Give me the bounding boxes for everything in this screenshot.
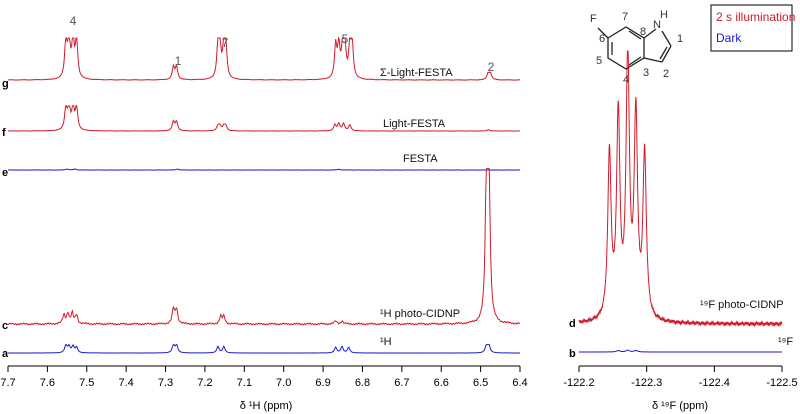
spectrum-trace-c bbox=[7, 168, 521, 326]
row-letters: g f e c a d b bbox=[2, 78, 576, 360]
ring-bond-c2-c3 bbox=[643, 57, 663, 63]
trace-label-f19: ¹⁹F bbox=[778, 336, 793, 348]
f19-spectra bbox=[578, 50, 783, 353]
peak-label-1: 1 bbox=[175, 54, 182, 68]
ring-bond-c8-n bbox=[643, 28, 657, 39]
trace-label-h1: ¹H bbox=[380, 336, 392, 348]
locant-8: 8 bbox=[640, 26, 646, 38]
tick-label: 6.8 bbox=[355, 377, 370, 389]
atom-h: H bbox=[660, 9, 668, 21]
peak-label-7: 7 bbox=[222, 36, 229, 50]
row-letter-a: a bbox=[2, 348, 9, 360]
h1-ticks: 7.7 7.6 7.5 7.4 7.3 7.2 7.1 7.0 6.9 6.8 6.7 6.6 6.5 6… bbox=[0, 366, 528, 389]
spectrum-trace-a bbox=[7, 343, 521, 354]
tick-label: -122.2 bbox=[563, 377, 594, 389]
trace-label-festa: FESTA bbox=[403, 153, 438, 165]
legend-dark: Dark bbox=[716, 31, 742, 45]
atom-n: N bbox=[653, 19, 661, 31]
spectrum-trace-b bbox=[578, 349, 783, 353]
f19-axis-title: δ ¹⁹F (ppm) bbox=[652, 400, 708, 412]
locant-4: 4 bbox=[623, 74, 629, 86]
locant-7: 7 bbox=[622, 11, 628, 23]
tick-label: -122.4 bbox=[699, 377, 730, 389]
spectrum-trace-g bbox=[7, 36, 520, 81]
tick-label: 6.4 bbox=[512, 377, 527, 389]
bond-c6-f bbox=[597, 27, 609, 39]
ring-double-bond-c1-c2 bbox=[659, 46, 668, 60]
trace-label-h1-photo-cidnp: ¹H photo-CIDNP bbox=[380, 308, 460, 320]
tick-label: 6.9 bbox=[315, 377, 330, 389]
spectrum-trace-e bbox=[7, 168, 521, 171]
legend-box bbox=[710, 4, 793, 52]
trace-label-f19-photo-cidnp: ¹⁹F photo-CIDNP bbox=[700, 299, 784, 311]
tick-label: 7.6 bbox=[40, 377, 55, 389]
ring-bond-n-c1 bbox=[661, 30, 672, 47]
atom-f: F bbox=[590, 13, 597, 25]
row-letter-f: f bbox=[2, 127, 6, 139]
tick-label: 7.2 bbox=[197, 377, 212, 389]
locant-5: 5 bbox=[596, 55, 602, 67]
h1-spectra bbox=[7, 36, 521, 354]
tick-label: 7.7 bbox=[0, 377, 15, 389]
benzene-inner-bond-b bbox=[628, 30, 642, 40]
legend: 2 s illumination Dark bbox=[710, 4, 795, 52]
ring-bond-c1-c2 bbox=[661, 45, 672, 63]
peak-label-4: 4 bbox=[70, 14, 77, 28]
row-letter-b: b bbox=[569, 348, 576, 360]
peak-labels: 4 1 7 5 2 bbox=[70, 14, 495, 74]
tick-label: 7.4 bbox=[119, 377, 134, 389]
tick-label: 6.6 bbox=[434, 377, 449, 389]
legend-illumination: 2 s illumination bbox=[716, 10, 795, 24]
peak-label-5: 5 bbox=[342, 32, 349, 46]
row-letter-d: d bbox=[569, 318, 576, 330]
benzene-ring bbox=[607, 26, 645, 70]
tick-label: 6.5 bbox=[473, 377, 488, 389]
peak-label-2: 2 bbox=[488, 60, 495, 74]
locant-1: 1 bbox=[677, 33, 683, 45]
tick-label: 7.1 bbox=[237, 377, 252, 389]
locant-2: 2 bbox=[663, 68, 669, 80]
molecule-6-fluoroindole: F N H 1 2 3 4 5 6 7 8 bbox=[590, 9, 683, 86]
locant-6: 6 bbox=[599, 33, 605, 45]
trace-label-sigma-light-festa: Σ-Light-FESTA bbox=[380, 67, 453, 79]
tick-label: 7.0 bbox=[276, 377, 291, 389]
tick-label: -122.3 bbox=[631, 377, 662, 389]
row-letter-e: e bbox=[2, 167, 8, 179]
f19-axis: -122.2 -122.3 -122.4 -122.5 δ ¹⁹F (ppm) bbox=[563, 365, 798, 412]
spectrum-trace-d bbox=[578, 50, 783, 328]
f19-ticks: -122.2 -122.3 -122.4 -122.5 bbox=[563, 366, 798, 389]
tick-label: 7.3 bbox=[158, 377, 173, 389]
trace-label-light-festa: Light-FESTA bbox=[383, 118, 446, 130]
tick-label: 6.7 bbox=[394, 377, 409, 389]
row-letter-c: c bbox=[2, 320, 8, 332]
tick-label: 7.5 bbox=[79, 377, 94, 389]
trace-labels: Σ-Light-FESTA Light-FESTA FESTA ¹H photo… bbox=[380, 67, 793, 348]
tick-label: -122.5 bbox=[766, 377, 797, 389]
row-letter-g: g bbox=[2, 78, 9, 90]
benzene-inner-bond-c bbox=[628, 56, 642, 66]
h1-axis-title: δ ¹H (ppm) bbox=[240, 400, 293, 412]
h1-axis: 7.7 7.6 7.5 7.4 7.3 7.2 7.1 7.0 6.9 6.8 6.7 6.6 6.5 6… bbox=[0, 365, 528, 412]
locant-3: 3 bbox=[643, 67, 649, 79]
spectrum-trace-f bbox=[7, 105, 521, 132]
